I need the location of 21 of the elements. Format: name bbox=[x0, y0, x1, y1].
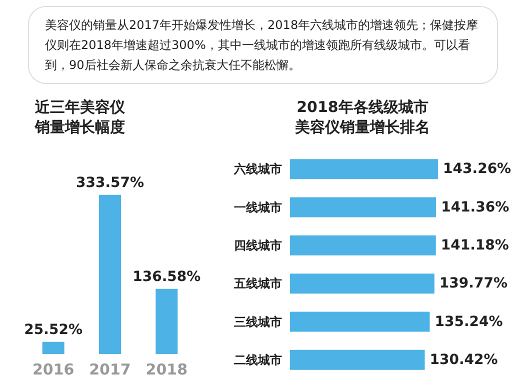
data-label: 141.18% bbox=[440, 237, 509, 254]
x-tick-label: 2016 bbox=[32, 360, 74, 378]
data-label: 136.58% bbox=[132, 268, 201, 285]
data-label: 139.77% bbox=[439, 276, 508, 292]
data-label: 141.36% bbox=[441, 199, 510, 216]
x-tick-label: 2018 bbox=[146, 360, 188, 378]
data-label: 130.42% bbox=[430, 352, 498, 368]
text: 美容仪的销量从2017年开始爆发性增长，2018年六线城市的增速领先；保健按摩仪则在2018年增速超过300%，其中一线城市的增速领跑所有线级城市。可以看到，90后社会新人保命之余抗衰大任不能松懈。 bbox=[45, 17, 480, 74]
y-tick-label: 一线城市 bbox=[234, 200, 282, 214]
y-tick-label: 二线城市 bbox=[234, 352, 282, 367]
data-label: 25.52% bbox=[24, 322, 82, 338]
data-label: 333.57% bbox=[76, 174, 144, 191]
chart-title: 近三年美容仪销量增长幅度 bbox=[34, 98, 126, 136]
y-tick-label: 六线城市 bbox=[233, 162, 282, 176]
data-label: 143.26% bbox=[443, 161, 512, 178]
x-tick-label: 2017 bbox=[89, 360, 131, 378]
y-tick-label: 三线城市 bbox=[234, 314, 282, 329]
y-tick-label: 五线城市 bbox=[233, 276, 282, 291]
y-tick-label: 四线城市 bbox=[234, 238, 282, 252]
chart-title: 2018年各线级城市美容仪销量增长排名 bbox=[294, 98, 430, 136]
data-label: 135.24% bbox=[434, 314, 503, 330]
